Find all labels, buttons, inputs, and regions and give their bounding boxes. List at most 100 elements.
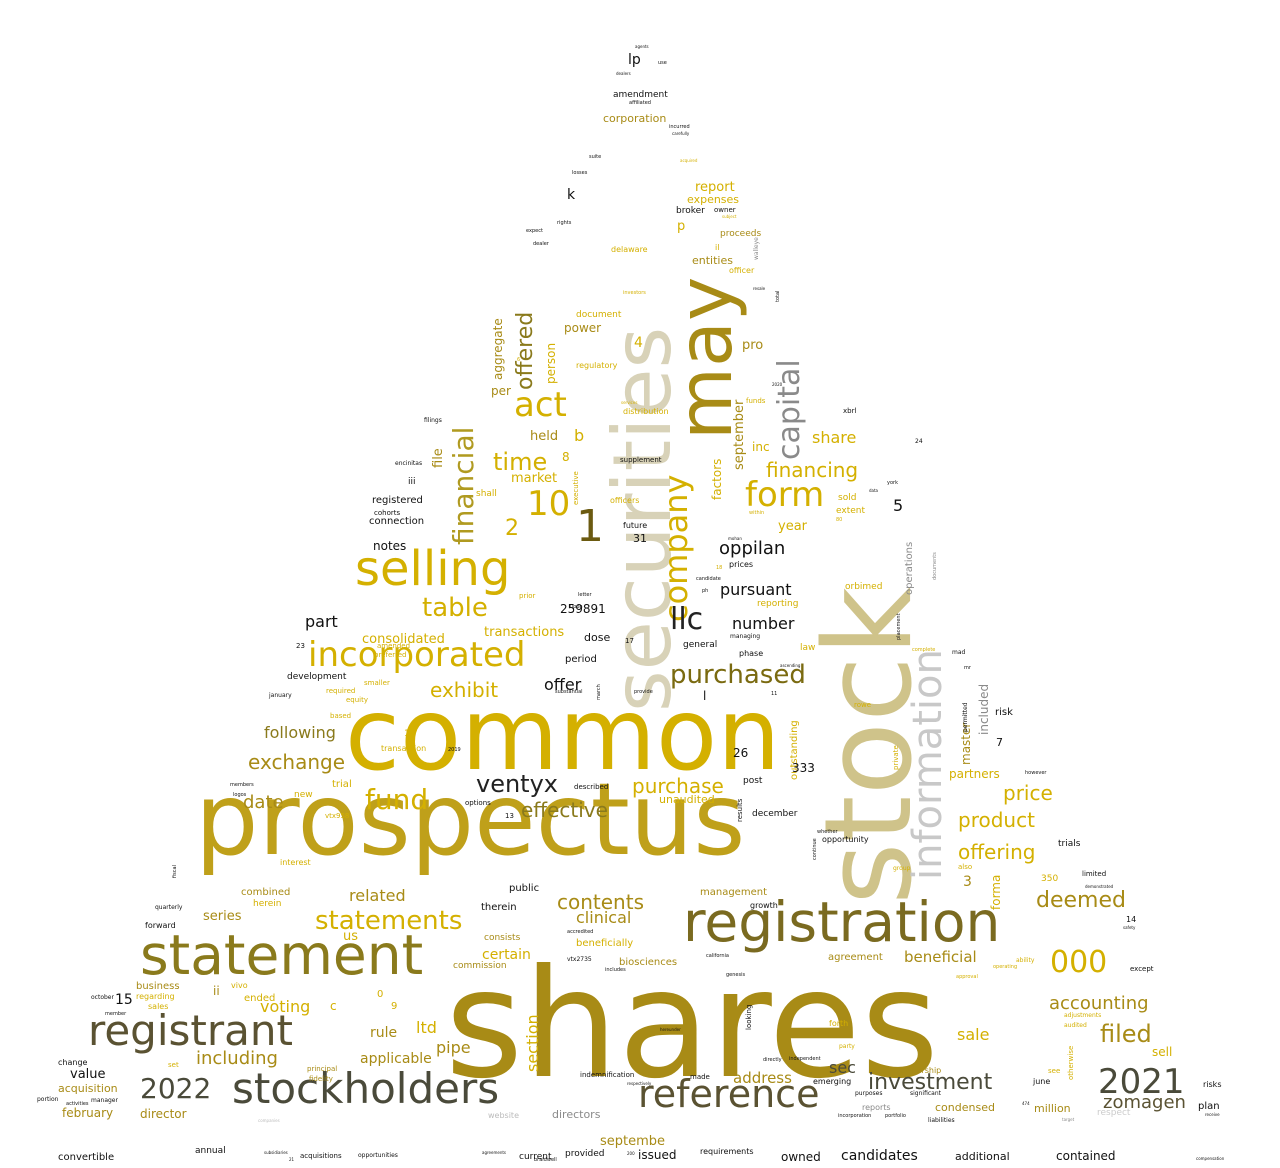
word-additional: additional bbox=[955, 1150, 1010, 1163]
word-shares: shares bbox=[445, 938, 939, 1112]
word-reporting: reporting bbox=[757, 599, 799, 609]
word-included: included bbox=[977, 683, 991, 735]
word-expenses: expenses bbox=[687, 193, 740, 206]
word-demonstrated: demonstrated bbox=[1085, 884, 1114, 889]
word-dealer: dealer bbox=[533, 241, 549, 247]
word-report: report bbox=[695, 180, 735, 195]
word-directly: directly bbox=[763, 1057, 782, 1063]
word-december: december bbox=[752, 809, 798, 819]
word-manager: manager bbox=[91, 1097, 118, 1104]
word-mr: mr bbox=[964, 665, 971, 671]
word-dose: dose bbox=[584, 631, 611, 644]
word-logos: logos bbox=[233, 792, 247, 798]
word-zomagen: zomagen bbox=[1103, 1092, 1186, 1113]
word-purchased: purchased bbox=[670, 660, 806, 690]
word-section: section bbox=[523, 1014, 542, 1072]
word-prospectus: prospectus bbox=[195, 761, 746, 878]
word-rule: rule bbox=[370, 1025, 398, 1041]
word-except: except bbox=[1130, 965, 1154, 973]
word-price: price bbox=[1003, 781, 1053, 805]
word-mad: mad bbox=[952, 649, 966, 656]
word-14: 14 bbox=[1126, 915, 1137, 924]
word-complete: complete bbox=[912, 647, 936, 653]
word-fund: fund bbox=[365, 783, 429, 816]
word-us: us bbox=[343, 929, 359, 944]
word-risks: risks bbox=[1203, 1080, 1222, 1089]
word-prices: prices bbox=[729, 560, 754, 569]
word-sales: sales bbox=[148, 1002, 169, 1011]
word-group: group bbox=[893, 865, 911, 872]
word-independent: independent bbox=[789, 1056, 821, 1062]
word-letter: letter bbox=[578, 592, 592, 598]
word-unaudited: unaudited bbox=[659, 793, 715, 806]
word-12: 12 bbox=[404, 729, 416, 739]
word-forward: forward bbox=[145, 921, 176, 930]
word-xbrl: xbrl bbox=[843, 407, 857, 415]
word-includes: includes bbox=[605, 967, 626, 973]
word-259891: 259891 bbox=[560, 602, 606, 616]
word-11: 11 bbox=[771, 691, 778, 697]
word-cohorts: cohorts bbox=[374, 509, 401, 517]
word-rowe: rowe bbox=[854, 701, 872, 709]
word-owner: owner bbox=[714, 206, 736, 214]
word-investors: investors bbox=[623, 290, 646, 296]
word-executive: executive bbox=[572, 471, 580, 505]
word-amendment: amendment bbox=[613, 90, 668, 100]
word-1: 1 bbox=[576, 501, 604, 552]
word-required: required bbox=[326, 687, 356, 695]
word-set: set bbox=[168, 1061, 179, 1069]
word-350: 350 bbox=[1041, 874, 1059, 884]
word-lp: lp bbox=[628, 52, 641, 68]
word-incorporated: incorporated bbox=[308, 635, 526, 675]
word-mohan: mohan bbox=[728, 536, 742, 541]
word-documents: documents bbox=[932, 552, 938, 580]
word-ltd: ltd bbox=[416, 1018, 437, 1037]
word-september: september bbox=[732, 399, 747, 470]
word-17: 17 bbox=[625, 637, 634, 645]
word-registrant: registrant bbox=[88, 1006, 293, 1055]
word-sold: sold bbox=[838, 493, 857, 503]
word-requirements: requirements bbox=[700, 1147, 754, 1156]
word-distribution: distribution bbox=[623, 407, 669, 416]
word-person: person bbox=[544, 342, 558, 384]
word-act: act bbox=[514, 385, 567, 425]
word-acquired: acquired bbox=[680, 158, 698, 163]
word-acquisitions: acquisitions bbox=[300, 1152, 342, 1160]
word-phase: phase bbox=[739, 649, 764, 658]
word-offered: offered bbox=[513, 311, 538, 390]
word-incorporation: incorporation bbox=[838, 1113, 872, 1119]
word-regarding: regarding bbox=[136, 992, 175, 1001]
word-pipe: pipe bbox=[436, 1038, 471, 1057]
word-2021: 2021 bbox=[1098, 1062, 1185, 1102]
word-general: general bbox=[683, 640, 718, 650]
word-information: information bbox=[905, 649, 951, 880]
word-opportunity: opportunity bbox=[822, 835, 869, 844]
word-transaction: transaction bbox=[381, 744, 427, 753]
word-commission: commission bbox=[453, 961, 507, 971]
word-statement: statement bbox=[140, 923, 424, 987]
word-including: including bbox=[196, 1048, 278, 1069]
word-series: series bbox=[203, 909, 242, 924]
word-braidwell: braidwell bbox=[534, 1157, 557, 1163]
word-operating: operating bbox=[993, 964, 1018, 970]
word-smaller: smaller bbox=[364, 679, 390, 687]
word-stockholders: stockholders bbox=[232, 1064, 500, 1113]
word-results: results bbox=[736, 798, 744, 822]
word-following: following bbox=[264, 723, 336, 742]
word-total: total bbox=[775, 290, 781, 302]
word-amended: amended bbox=[377, 642, 411, 650]
word-2020: 2020 bbox=[772, 382, 783, 387]
word-inc: inc bbox=[752, 440, 770, 454]
word-convertible: convertible bbox=[58, 1152, 115, 1163]
word-forth: forth bbox=[829, 1019, 849, 1028]
word-california: california bbox=[706, 953, 730, 959]
word-table: table bbox=[422, 593, 488, 623]
word-2022: 2022 bbox=[140, 1072, 212, 1105]
word-7: 7 bbox=[996, 736, 1003, 749]
word-sale: sale bbox=[957, 1025, 990, 1044]
word-13: 13 bbox=[505, 812, 514, 820]
word-filings: filings bbox=[424, 417, 442, 424]
word-capital: capital bbox=[772, 359, 807, 460]
word-related: related bbox=[349, 886, 406, 905]
word-8: 8 bbox=[562, 450, 570, 464]
